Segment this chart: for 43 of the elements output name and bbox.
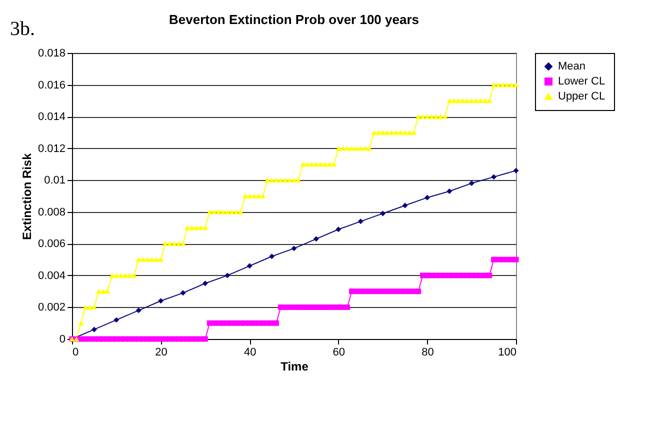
legend-label: Lower CL xyxy=(558,76,606,88)
y-axis-title: Extinction Risk xyxy=(20,152,34,240)
y-tick-label: 0.018 xyxy=(38,48,66,60)
point xyxy=(336,226,342,232)
x-tick-label: 20 xyxy=(155,346,168,358)
y-tick-label: 0.002 xyxy=(38,302,66,314)
x-tick-label: 80 xyxy=(422,346,434,358)
y-tick-label: 0.008 xyxy=(38,206,66,218)
y-tick-label: 0.016 xyxy=(38,79,66,92)
point xyxy=(291,246,297,252)
legend-label: Upper CL xyxy=(558,90,606,102)
point xyxy=(246,263,252,269)
y-tick-label: 0.01 xyxy=(44,174,66,187)
x-tick-label: 100 xyxy=(498,346,516,358)
point xyxy=(380,210,386,216)
y-tick-label: 0.006 xyxy=(38,238,66,250)
x-axis-title: Time xyxy=(280,360,309,374)
point xyxy=(114,317,120,323)
point xyxy=(513,168,519,174)
chart-title: Beverton Extinction Prob over 100 years xyxy=(169,12,419,27)
point xyxy=(158,298,164,304)
point xyxy=(224,272,230,278)
y-tick-label: 0 xyxy=(59,334,66,346)
y-tick-label: 0.004 xyxy=(38,270,66,282)
y-tick-label: 0.014 xyxy=(38,111,66,124)
point xyxy=(202,280,208,286)
point xyxy=(358,218,364,224)
point xyxy=(91,326,97,332)
x-tick-label: 60 xyxy=(332,346,346,358)
point xyxy=(180,290,186,296)
point xyxy=(468,180,474,186)
x-tick-label: 0 xyxy=(72,346,79,358)
y-tick-label: 0.012 xyxy=(38,142,66,155)
point xyxy=(424,194,430,200)
text: 3b. xyxy=(10,18,35,41)
point xyxy=(491,174,497,180)
point xyxy=(446,188,452,194)
point xyxy=(402,202,408,208)
legend-label: Mean xyxy=(558,60,586,72)
point xyxy=(136,308,142,314)
x-tick-label: 40 xyxy=(244,346,256,358)
point xyxy=(269,254,275,260)
point xyxy=(313,236,319,242)
